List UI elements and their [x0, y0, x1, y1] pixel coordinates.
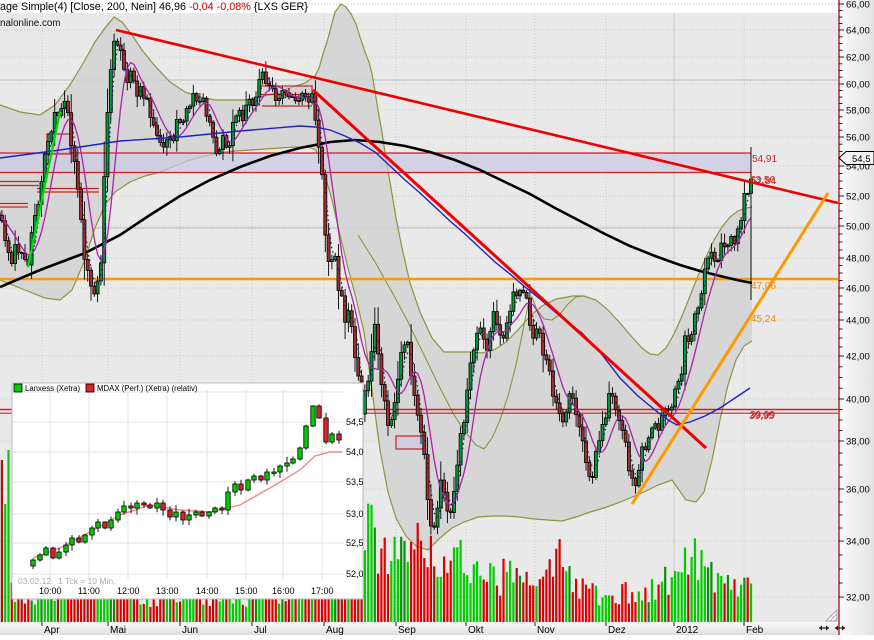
svg-text:14:00: 14:00	[196, 586, 219, 596]
svg-text:age Simple(4) [Close, 200, Nei: age Simple(4) [Close, 200, Nein] 46,96 -…	[0, 1, 308, 13]
svg-text:Jun: Jun	[182, 625, 198, 635]
svg-text:15:00: 15:00	[235, 586, 258, 596]
svg-text:38,00: 38,00	[846, 437, 870, 448]
svg-text:39,99: 39,99	[750, 410, 775, 421]
svg-text:62,00: 62,00	[846, 53, 870, 64]
svg-text:44,00: 44,00	[846, 316, 870, 327]
svg-text:53,5: 53,5	[346, 477, 364, 487]
svg-text:MDAX (Perf.) (Xetra) (relativ): MDAX (Perf.) (Xetra) (relativ)	[97, 384, 198, 393]
svg-text:2012: 2012	[676, 625, 699, 635]
svg-text:Nov: Nov	[537, 625, 555, 635]
svg-text:46,00: 46,00	[846, 284, 870, 295]
svg-text:Lanxess (Xetra): Lanxess (Xetra)	[25, 384, 80, 393]
svg-text:34,00: 34,00	[846, 537, 870, 548]
svg-text:50,00: 50,00	[846, 222, 870, 233]
svg-text:52,00: 52,00	[846, 192, 870, 203]
svg-text:53,0: 53,0	[346, 509, 364, 519]
svg-text:45,24: 45,24	[751, 314, 776, 325]
svg-text:52,5: 52,5	[346, 538, 364, 548]
svg-text:nalonline.com: nalonline.com	[0, 18, 60, 29]
svg-text:56,00: 56,00	[846, 133, 870, 144]
svg-text:60,00: 60,00	[846, 80, 870, 91]
svg-text:11:00: 11:00	[78, 586, 100, 596]
svg-text:64,00: 64,00	[846, 26, 870, 37]
svg-text:36,00: 36,00	[846, 485, 870, 496]
svg-text:48,00: 48,00	[846, 254, 870, 265]
svg-text:47,06: 47,06	[751, 281, 776, 292]
svg-text:17:00: 17:00	[311, 586, 334, 596]
svg-text:66,00: 66,00	[846, 0, 870, 11]
svg-text:42,00: 42,00	[846, 352, 870, 363]
svg-text:54,0: 54,0	[346, 447, 364, 457]
svg-text:Jul: Jul	[254, 625, 267, 635]
svg-text:Feb: Feb	[746, 625, 764, 635]
svg-text:58,00: 58,00	[846, 106, 870, 117]
svg-text:Apr: Apr	[44, 625, 60, 635]
svg-text:03.02.12 1 Tck = 10 Min.: 03.02.12 1 Tck = 10 Min.	[18, 576, 115, 586]
svg-text:16:00: 16:00	[272, 586, 295, 596]
svg-text:52,84: 52,84	[751, 176, 776, 187]
svg-text:Sep: Sep	[398, 625, 416, 635]
svg-text:10:00: 10:00	[39, 586, 62, 596]
svg-text:Okt: Okt	[468, 625, 484, 635]
svg-text:Aug: Aug	[326, 625, 344, 635]
svg-text:12:00: 12:00	[117, 586, 140, 596]
svg-text:52,0: 52,0	[346, 569, 364, 579]
svg-text:54,5: 54,5	[346, 417, 364, 427]
svg-text:54,91: 54,91	[752, 154, 777, 165]
svg-text:13:00: 13:00	[156, 586, 179, 596]
svg-text:Mai: Mai	[110, 625, 126, 635]
svg-text:Dez: Dez	[608, 625, 626, 635]
svg-text:32,00: 32,00	[846, 593, 870, 604]
svg-text:54,5: 54,5	[852, 154, 871, 165]
svg-text:40,00: 40,00	[846, 395, 870, 406]
